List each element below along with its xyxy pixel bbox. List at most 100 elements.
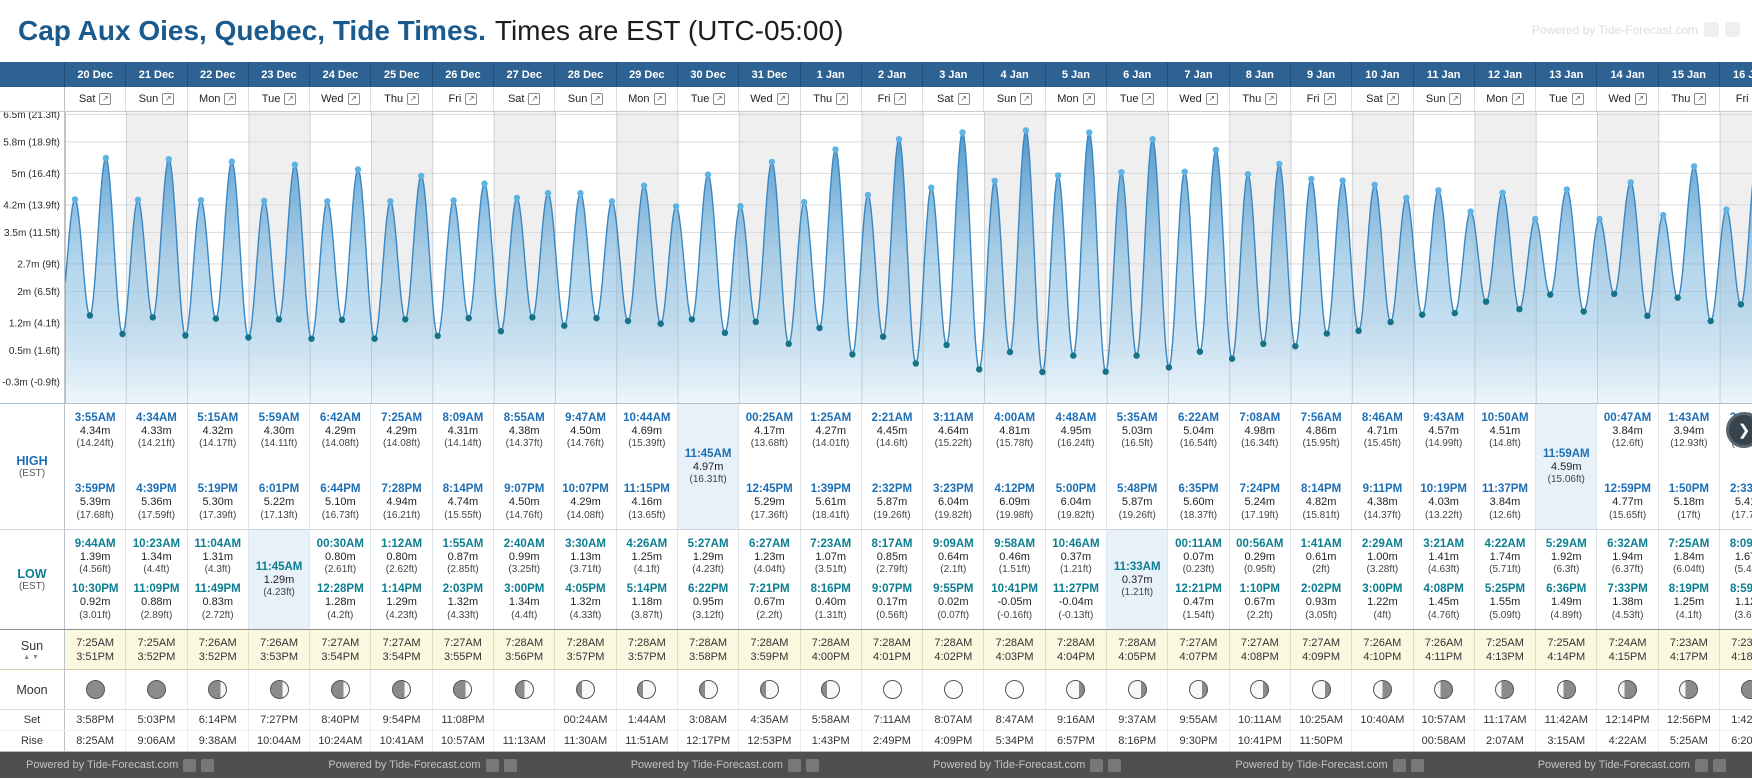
tide-time: 4:08PM bbox=[1423, 583, 1464, 596]
expand-day-icon[interactable]: ↗ bbox=[1082, 93, 1095, 105]
moonset-cell: 7:11AM bbox=[861, 710, 924, 730]
expand-day-icon[interactable]: ↗ bbox=[224, 93, 237, 105]
date-cell[interactable]: 12 Jan bbox=[1475, 62, 1537, 87]
social-icon[interactable] bbox=[787, 758, 801, 772]
date-cell[interactable]: 16 Jan bbox=[1720, 62, 1752, 87]
tide-time: 8:19PM bbox=[1668, 583, 1709, 596]
date-cell[interactable]: 3 Jan bbox=[923, 62, 985, 87]
expand-day-icon[interactable]: ↗ bbox=[591, 93, 604, 105]
tide-height-ft: (14.01ft) bbox=[812, 438, 850, 450]
expand-day-icon[interactable]: ↗ bbox=[713, 93, 726, 105]
date-cell[interactable]: 11 Jan bbox=[1414, 62, 1475, 87]
tide-height-m: 0.40m bbox=[815, 596, 846, 609]
date-cell[interactable]: 20 Dec bbox=[65, 62, 127, 87]
expand-day-icon[interactable]: ↗ bbox=[1694, 93, 1707, 105]
expand-day-icon[interactable]: ↗ bbox=[1571, 93, 1584, 105]
tide-time: 00:30AM bbox=[316, 538, 364, 550]
social-icon[interactable] bbox=[1725, 22, 1740, 37]
expand-day-icon[interactable]: ↗ bbox=[347, 93, 360, 105]
date-cell[interactable]: 29 Dec bbox=[617, 62, 678, 87]
date-cell[interactable]: 25 Dec bbox=[371, 62, 433, 87]
expand-day-icon[interactable]: ↗ bbox=[653, 93, 666, 105]
date-cell[interactable]: 23 Dec bbox=[249, 62, 311, 87]
date-cell[interactable]: 2 Jan bbox=[862, 62, 924, 87]
tide-event: 11:09PM 0.88m (2.89ft) bbox=[133, 582, 179, 622]
expand-day-icon[interactable]: ↗ bbox=[836, 93, 849, 105]
expand-day-icon[interactable]: ↗ bbox=[407, 93, 420, 105]
date-cell[interactable]: 8 Jan bbox=[1230, 62, 1291, 87]
tide-event: 00:25AM 4.17m (13.68ft) bbox=[746, 411, 793, 451]
date-cell[interactable]: 9 Jan bbox=[1291, 62, 1353, 87]
expand-day-icon[interactable]: ↗ bbox=[99, 93, 112, 105]
social-icon[interactable] bbox=[201, 758, 215, 772]
date-cell[interactable]: 31 Dec bbox=[739, 62, 801, 87]
date-cell[interactable]: 13 Jan bbox=[1536, 62, 1598, 87]
date-cell[interactable]: 15 Jan bbox=[1659, 62, 1721, 87]
tide-height-ft: (1.21ft) bbox=[1121, 587, 1154, 599]
social-icon[interactable] bbox=[503, 758, 517, 772]
expand-day-icon[interactable]: ↗ bbox=[957, 93, 970, 105]
date-cell[interactable]: 14 Jan bbox=[1597, 62, 1659, 87]
date-cell[interactable]: 30 Dec bbox=[678, 62, 740, 87]
tide-time: 2:02PM bbox=[1300, 583, 1342, 596]
moonrise-cell: 8:25AM bbox=[65, 731, 127, 751]
expand-day-icon[interactable]: ↗ bbox=[1386, 93, 1399, 105]
sunset-time: 4:15PM bbox=[1608, 650, 1647, 663]
social-icon[interactable] bbox=[485, 758, 499, 772]
date-cell[interactable]: 10 Jan bbox=[1352, 62, 1414, 87]
tide-height-m: 1.49m bbox=[1550, 596, 1582, 609]
date-cell[interactable]: 4 Jan bbox=[984, 62, 1046, 87]
set-label: Set bbox=[23, 714, 41, 726]
expand-day-icon[interactable]: ↗ bbox=[1205, 93, 1218, 105]
date-cell[interactable]: 24 Dec bbox=[310, 62, 372, 87]
date-cell[interactable]: 21 Dec bbox=[126, 62, 188, 87]
tide-height-m: 4.03m bbox=[1428, 496, 1459, 509]
tide-height-ft: (0.07ft) bbox=[937, 609, 970, 621]
social-icon[interactable] bbox=[1108, 758, 1122, 772]
high-tide-cell: 8:46AM 4.71m (15.45ft) 9:11PM 4.38m (14.37ft) bbox=[1352, 404, 1414, 529]
social-icon[interactable] bbox=[183, 758, 197, 772]
expand-day-icon[interactable]: ↗ bbox=[894, 93, 907, 105]
tide-time: 3:59PM bbox=[75, 483, 116, 496]
social-icon[interactable] bbox=[1704, 22, 1719, 37]
tide-height-ft: (15.81ft) bbox=[1302, 509, 1340, 521]
expand-day-icon[interactable]: ↗ bbox=[776, 93, 789, 105]
tide-time: 8:09AM bbox=[442, 412, 484, 424]
date-cell[interactable]: 26 Dec bbox=[433, 62, 495, 87]
expand-day-icon[interactable]: ↗ bbox=[162, 93, 175, 105]
social-icon[interactable] bbox=[1712, 758, 1726, 772]
social-icon[interactable] bbox=[1090, 758, 1104, 772]
expand-day-icon[interactable]: ↗ bbox=[1323, 93, 1336, 105]
expand-day-icon[interactable]: ↗ bbox=[284, 93, 297, 105]
social-icon[interactable] bbox=[1410, 758, 1424, 772]
expand-day-icon[interactable]: ↗ bbox=[1511, 93, 1524, 105]
social-icon[interactable] bbox=[1694, 758, 1708, 772]
scroll-next-button[interactable]: ❯ bbox=[1726, 412, 1752, 448]
tide-time: 00:47AM bbox=[1603, 412, 1652, 424]
low-tide-cell: 10:23AM 1.34m (4.4ft) 11:09PM 0.88m (2.89ft) bbox=[126, 530, 188, 629]
tide-time: 4:22AM bbox=[1484, 538, 1526, 550]
expand-day-icon[interactable]: ↗ bbox=[1142, 93, 1155, 105]
social-icon[interactable] bbox=[805, 758, 819, 772]
expand-day-icon[interactable]: ↗ bbox=[528, 93, 541, 105]
weekday-label: Fri bbox=[448, 93, 462, 105]
expand-day-icon[interactable]: ↗ bbox=[1020, 93, 1033, 105]
date-cell[interactable]: 5 Jan bbox=[1046, 62, 1108, 87]
date-cell[interactable]: 1 Jan bbox=[801, 62, 862, 87]
expand-day-icon[interactable]: ↗ bbox=[1265, 93, 1278, 105]
moonrise-cell: 10:41AM bbox=[371, 731, 433, 751]
date-cell[interactable]: 27 Dec bbox=[494, 62, 556, 87]
expand-day-icon[interactable]: ↗ bbox=[465, 93, 478, 105]
date-cell[interactable]: 7 Jan bbox=[1168, 62, 1230, 87]
expand-day-icon[interactable]: ↗ bbox=[1634, 93, 1647, 105]
social-icon[interactable] bbox=[1392, 758, 1406, 772]
date-cell[interactable]: 22 Dec bbox=[188, 62, 249, 87]
tide-height-m: 4.45m bbox=[876, 425, 908, 438]
tide-height-m: 6.04m bbox=[1060, 496, 1092, 509]
date-cell[interactable]: 28 Dec bbox=[555, 62, 617, 87]
moon-phase-icon bbox=[637, 680, 657, 699]
sun-cell: 7:28AM 3:58PM bbox=[677, 630, 740, 669]
expand-day-icon[interactable]: ↗ bbox=[1449, 93, 1462, 105]
date-cell[interactable]: 6 Jan bbox=[1107, 62, 1169, 87]
sunrise-time: 7:28AM bbox=[750, 636, 789, 649]
